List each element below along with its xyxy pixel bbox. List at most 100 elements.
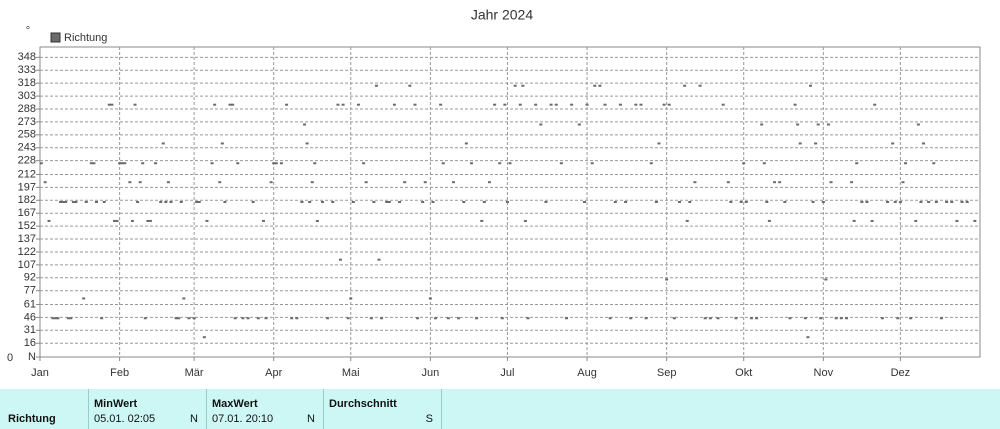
point: [783, 201, 787, 203]
x-tick-label: Dez: [891, 367, 911, 379]
point: [811, 201, 815, 203]
point: [603, 103, 607, 106]
point: [683, 84, 687, 87]
min-cell: MinWert 05.01. 02:05 N: [89, 389, 207, 429]
point: [233, 317, 237, 320]
point: [788, 317, 792, 320]
point: [434, 317, 438, 320]
point: [821, 201, 825, 203]
point: [873, 103, 877, 106]
point: [852, 219, 856, 222]
point: [372, 201, 376, 203]
y-tick-label: 92: [24, 272, 36, 284]
point: [130, 219, 134, 222]
time: 07.01. 20:10: [212, 413, 274, 425]
header: MaxWert: [212, 398, 258, 410]
point: [708, 317, 712, 320]
y-tick-label: 152: [18, 220, 36, 232]
point: [346, 317, 350, 320]
point: [806, 336, 810, 339]
point: [480, 219, 484, 222]
point: [161, 142, 165, 145]
point: [349, 297, 353, 300]
point: [839, 317, 843, 320]
point: [916, 123, 920, 126]
point: [351, 201, 355, 203]
point: [644, 317, 648, 320]
point: [482, 201, 486, 203]
point: [613, 201, 617, 203]
y-tick-label: 318: [18, 77, 36, 89]
point: [927, 201, 931, 203]
point: [71, 201, 75, 203]
point: [534, 103, 538, 106]
point: [192, 317, 196, 320]
point: [205, 219, 209, 222]
y-tick-label: 61: [24, 298, 36, 310]
point: [272, 162, 276, 165]
point: [649, 162, 653, 165]
y-tick-label: 348: [18, 51, 36, 63]
point: [47, 219, 51, 222]
point: [469, 162, 473, 165]
direction: S: [425, 413, 433, 425]
point: [503, 103, 507, 106]
point: [657, 142, 661, 145]
point: [850, 181, 854, 184]
point: [364, 181, 368, 184]
point: [945, 201, 949, 203]
x-tick-label: Okt: [735, 367, 752, 379]
point: [403, 181, 407, 184]
point: [387, 201, 391, 203]
chart-title: Jahr 2024: [471, 7, 533, 23]
point: [115, 219, 119, 222]
point: [120, 162, 124, 165]
point: [487, 181, 491, 184]
x-tick-label: Mai: [342, 367, 360, 379]
point: [451, 181, 455, 184]
point: [179, 201, 183, 203]
direction: N: [190, 413, 198, 425]
point: [51, 317, 55, 320]
point: [220, 142, 224, 145]
point: [508, 162, 512, 165]
point: [973, 219, 977, 222]
summary-bar: Richtung MinWert 05.01. 02:05 N MaxWert 07.…: [0, 389, 1000, 429]
point: [141, 162, 145, 165]
point: [303, 123, 307, 126]
point: [765, 201, 769, 203]
point: [84, 201, 88, 203]
point: [891, 142, 895, 145]
point: [523, 219, 527, 222]
point: [413, 103, 417, 106]
point: [742, 162, 746, 165]
point: [321, 201, 325, 203]
point: [665, 278, 669, 281]
point: [624, 201, 628, 203]
point: [886, 201, 890, 203]
point: [939, 317, 943, 320]
point: [844, 317, 848, 320]
x-tick-label: Aug: [577, 367, 597, 379]
point: [860, 201, 864, 203]
point: [89, 162, 93, 165]
point: [901, 181, 905, 184]
point: [92, 162, 96, 165]
point: [505, 201, 509, 203]
point: [236, 162, 240, 165]
point: [462, 201, 466, 203]
point: [662, 103, 666, 106]
point: [834, 317, 838, 320]
point: [726, 181, 730, 184]
y-tick-label: 122: [18, 246, 36, 258]
point: [146, 219, 150, 222]
y-tick-label: 243: [18, 142, 36, 154]
point: [598, 84, 602, 87]
point: [703, 317, 707, 320]
point: [416, 317, 420, 320]
y-origin-label: 0: [7, 352, 13, 364]
point: [739, 201, 743, 203]
point: [392, 103, 396, 106]
y-tick-label: 288: [18, 103, 36, 115]
point: [919, 201, 923, 203]
